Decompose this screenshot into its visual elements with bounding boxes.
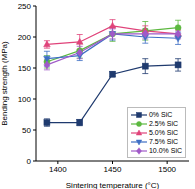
svg-text:Bending strength (MPa): Bending strength (MPa)	[8, 41, 9, 126]
html-text:0% SiC: 0% SiC	[148, 111, 173, 118]
svg-text:0: 0	[27, 157, 32, 166]
svg-text:50: 50	[22, 126, 31, 135]
svg-text:250: 250	[18, 2, 32, 11]
svg-text:Sintering temperature (°C): Sintering temperature (°C)	[66, 181, 160, 189]
svg-text:1400: 1400	[49, 165, 67, 174]
svg-text:1450: 1450	[104, 165, 122, 174]
html-text:7.5% SiC: 7.5% SiC	[148, 138, 179, 145]
html-text:5.0% SiC: 5.0% SiC	[148, 129, 179, 136]
svg-text:100: 100	[18, 95, 32, 104]
html-text:2.5% SiC: 2.5% SiC	[148, 120, 179, 127]
svg-text:150: 150	[18, 64, 32, 73]
svg-text:1500: 1500	[158, 165, 176, 174]
html-text:10.0% SiC: 10.0% SiC	[148, 147, 182, 154]
svg-text:200: 200	[18, 33, 32, 42]
